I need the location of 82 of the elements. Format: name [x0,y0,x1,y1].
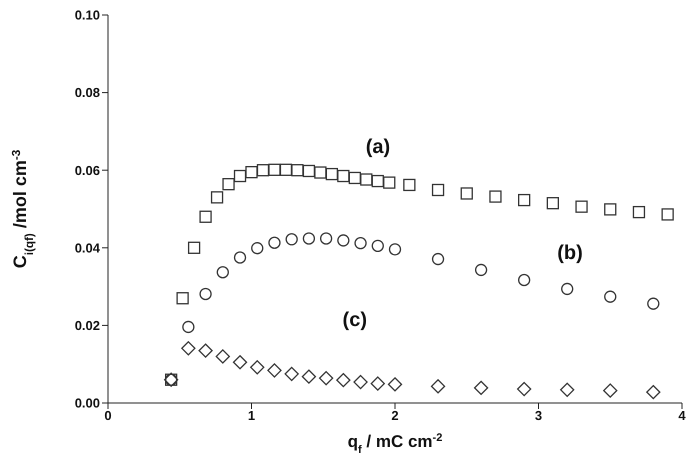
point [176,292,189,304]
point [234,251,246,264]
point [302,232,316,245]
point [318,371,334,386]
point [647,298,660,310]
point [302,369,316,384]
text: (c) [342,309,368,332]
point [646,384,660,400]
point [284,366,299,382]
point [348,172,361,184]
point [337,234,350,247]
point [517,382,532,396]
x-tick-label: 3 [534,408,542,424]
point [268,236,281,249]
point [256,164,270,176]
point [403,178,416,192]
point [216,349,230,364]
point [354,236,367,250]
point [518,194,530,206]
point [662,208,674,221]
point [432,184,444,196]
point [518,274,530,286]
point [388,243,402,256]
x-tick-label: 2 [391,408,399,424]
point [474,264,488,276]
y-tick-label: 0.08 [74,85,100,100]
point [280,164,292,176]
x-tick-label: 4 [678,408,686,424]
point [353,374,368,390]
series-label: (b) [557,242,583,264]
point [360,173,372,186]
point [604,290,616,303]
point [546,197,559,210]
point [216,266,229,278]
point [210,191,224,204]
y-tick-label: 0.10 [74,8,100,23]
point [314,166,327,179]
point [291,164,304,176]
point [199,210,212,223]
y-tick-label: 0.04 [74,240,101,256]
point [632,206,646,218]
point [388,377,402,392]
point [370,376,385,391]
point [182,320,195,334]
point [286,233,298,246]
x-tick-label: 0 [104,408,112,424]
point [188,242,200,254]
point [222,178,235,190]
point [198,343,213,358]
point [430,379,446,394]
point [251,242,264,254]
series-label: (a) [366,136,390,158]
point [320,232,332,245]
y-tick-label: 0.06 [74,162,100,178]
x-axis-title: q$_{f}$ / mC cm$^{-2}$ [348,432,442,456]
y-tick-label: 0.00 [74,396,100,411]
point [234,170,246,182]
point [489,190,502,203]
point [474,380,488,396]
y-tick-label: 0.02 [74,318,100,334]
point [181,341,196,356]
point [336,372,350,388]
point [383,176,396,189]
point [250,360,264,374]
point [604,203,616,216]
point [326,168,338,180]
point [575,200,588,213]
point [372,174,384,188]
point [432,252,444,266]
point [460,187,473,200]
point [245,166,258,178]
point [267,363,282,378]
point [232,355,248,370]
x-tick-label: 1 [248,408,256,424]
point [603,383,618,398]
point [372,240,384,252]
point [337,170,350,182]
point [199,288,212,300]
point [268,164,281,176]
point [560,382,574,397]
point [302,164,316,178]
point [561,282,574,296]
